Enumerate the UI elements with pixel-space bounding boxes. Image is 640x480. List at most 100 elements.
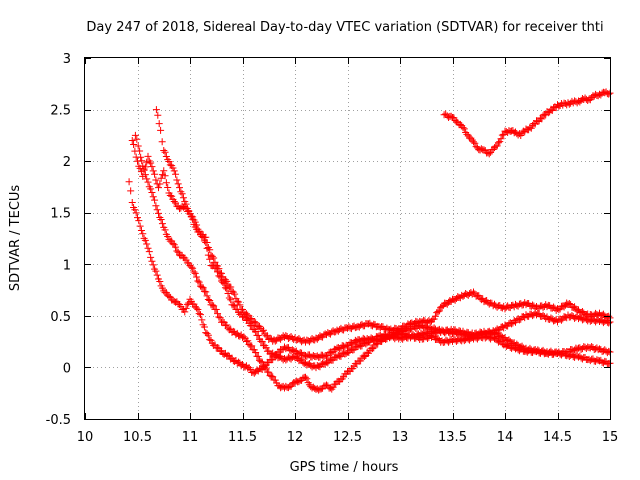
data-point xyxy=(363,335,371,343)
data-point xyxy=(191,269,199,277)
data-point xyxy=(193,273,201,281)
data-point xyxy=(223,321,231,329)
data-point xyxy=(189,213,197,221)
data-point xyxy=(233,297,241,305)
data-point xyxy=(527,124,535,132)
data-point xyxy=(211,341,219,349)
data-point xyxy=(460,329,468,337)
data-point xyxy=(132,209,140,217)
data-point xyxy=(501,321,509,329)
data-point xyxy=(480,146,488,154)
data-point xyxy=(214,268,222,276)
data-point xyxy=(204,296,212,304)
data-point xyxy=(204,251,212,259)
data-point xyxy=(596,345,603,353)
data-point xyxy=(266,372,274,380)
data-point xyxy=(547,314,555,322)
data-point xyxy=(187,212,195,220)
data-point xyxy=(533,311,540,319)
data-point xyxy=(508,320,516,328)
data-point xyxy=(133,135,141,143)
data-point xyxy=(302,351,309,359)
data-point xyxy=(534,118,542,126)
data-point xyxy=(315,386,323,394)
y-tick-labels: -0.5 0 0.5 1 1.5 2 2.5 3 xyxy=(46,52,71,428)
data-point xyxy=(231,328,239,336)
data-points xyxy=(125,88,614,394)
data-point xyxy=(539,112,547,120)
data-point xyxy=(134,142,142,150)
data-point xyxy=(229,327,237,335)
data-point xyxy=(307,383,315,391)
data-point xyxy=(349,365,357,373)
data-point xyxy=(182,304,190,312)
data-point xyxy=(195,227,203,235)
data-point xyxy=(344,342,351,350)
data-point xyxy=(248,342,256,350)
data-point xyxy=(156,180,164,188)
data-point xyxy=(334,351,342,359)
data-point xyxy=(493,142,501,150)
data-point xyxy=(210,254,218,262)
data-point xyxy=(206,296,214,304)
data-point xyxy=(480,298,488,306)
data-point xyxy=(194,305,202,313)
data-point xyxy=(494,139,502,147)
data-point xyxy=(195,310,203,318)
data-point xyxy=(228,354,236,362)
data-point xyxy=(143,175,151,183)
data-point xyxy=(134,157,141,165)
data-point xyxy=(168,192,176,200)
data-point xyxy=(405,331,413,339)
data-point xyxy=(299,374,307,382)
data-point xyxy=(155,209,162,217)
data-point xyxy=(249,318,257,326)
data-point xyxy=(554,318,561,326)
data-point xyxy=(340,373,348,381)
data-point xyxy=(248,315,256,323)
data-point xyxy=(323,358,330,366)
data-point xyxy=(220,280,228,288)
data-point xyxy=(317,385,325,393)
data-point xyxy=(452,337,460,345)
data-point xyxy=(169,164,177,172)
data-point xyxy=(376,324,384,332)
data-point xyxy=(147,253,155,261)
data-point xyxy=(145,248,153,256)
data-point xyxy=(254,331,262,339)
data-point xyxy=(269,373,277,381)
data-point xyxy=(200,287,208,295)
series-arc-d xyxy=(131,131,614,394)
y-tick-label: -0.5 xyxy=(46,413,71,428)
data-point xyxy=(228,287,236,295)
data-point xyxy=(326,384,334,392)
data-point xyxy=(601,317,609,325)
data-point xyxy=(143,158,151,166)
data-point xyxy=(240,313,248,321)
x-tick-label: 13.5 xyxy=(438,430,467,445)
data-point xyxy=(214,344,222,352)
data-point xyxy=(191,218,199,226)
data-point xyxy=(236,359,244,367)
data-point xyxy=(567,301,575,309)
data-point xyxy=(179,203,187,211)
data-point xyxy=(245,340,253,348)
data-point xyxy=(157,174,165,182)
data-point xyxy=(199,284,207,292)
data-point xyxy=(329,383,337,391)
y-tick-label: 2.5 xyxy=(50,104,71,119)
data-point xyxy=(456,120,464,128)
data-point xyxy=(299,358,307,366)
data-point xyxy=(357,337,365,345)
data-point xyxy=(265,359,273,367)
data-point xyxy=(365,349,372,357)
data-point xyxy=(598,311,606,319)
data-point xyxy=(569,347,577,355)
data-point xyxy=(219,278,227,286)
data-point xyxy=(514,131,522,139)
data-point xyxy=(198,232,206,240)
data-point xyxy=(252,327,260,335)
data-point xyxy=(575,97,582,105)
data-point xyxy=(429,332,437,340)
